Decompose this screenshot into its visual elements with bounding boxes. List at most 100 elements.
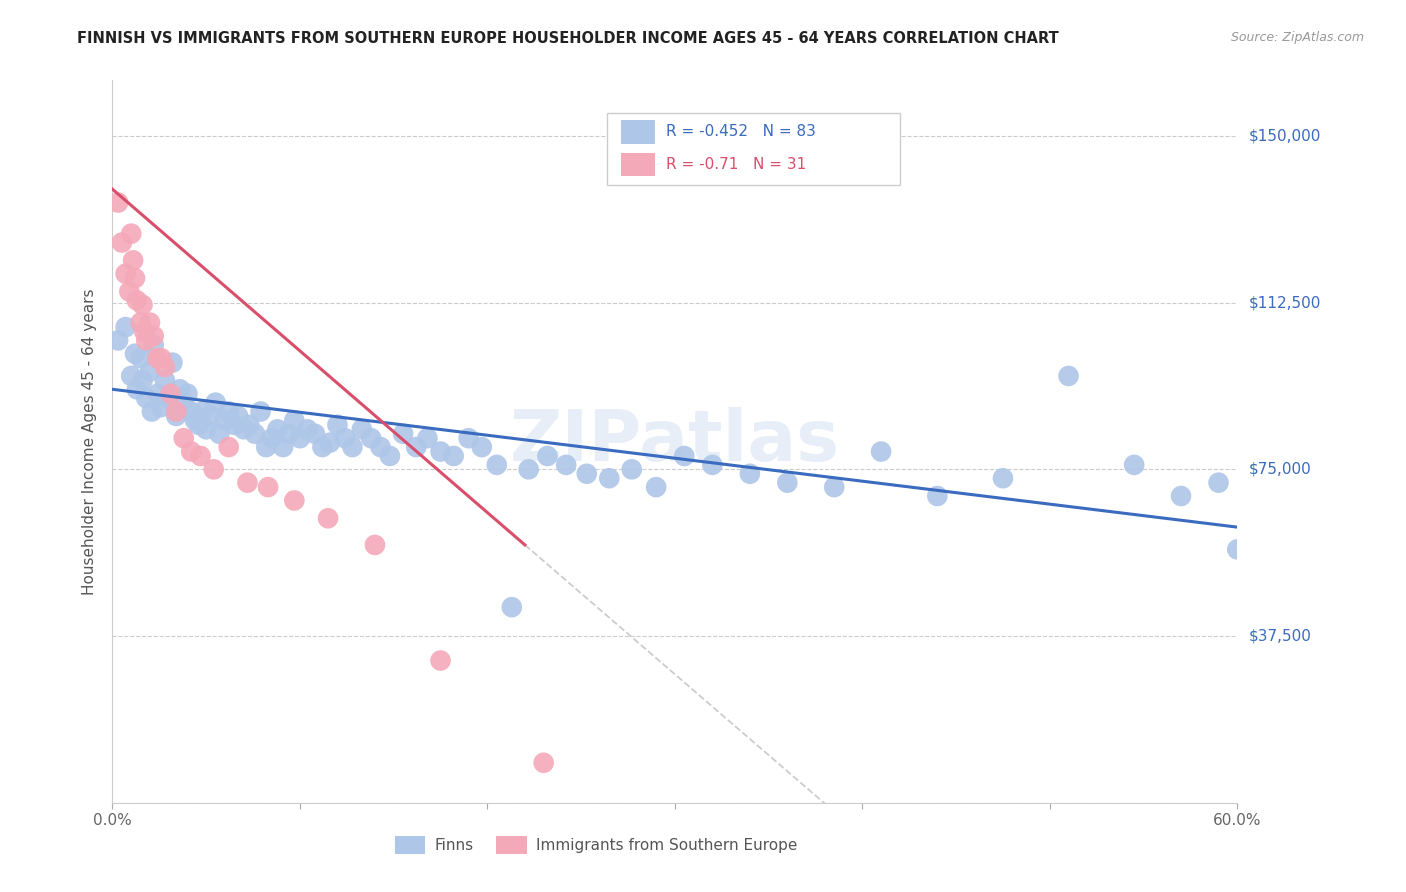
Point <box>159 386 181 401</box>
Point <box>702 458 724 472</box>
Point <box>598 471 620 485</box>
Point <box>673 449 696 463</box>
Point <box>153 360 176 375</box>
Point <box>180 404 202 418</box>
Point <box>471 440 494 454</box>
Point <box>360 431 382 445</box>
Point <box>120 227 142 241</box>
Point <box>150 400 173 414</box>
Point <box>202 462 225 476</box>
Point <box>405 440 427 454</box>
Point <box>165 409 187 423</box>
Point <box>326 417 349 432</box>
Point <box>134 325 156 339</box>
Point <box>297 422 319 436</box>
Point <box>204 395 226 409</box>
Point <box>146 351 169 366</box>
Point <box>131 373 153 387</box>
Point <box>226 409 249 423</box>
Point <box>124 347 146 361</box>
Point <box>304 426 326 441</box>
Point <box>243 426 266 441</box>
Point <box>364 538 387 552</box>
Point <box>378 449 401 463</box>
Point <box>443 449 465 463</box>
Text: $112,500: $112,500 <box>1249 295 1320 310</box>
Point <box>620 462 643 476</box>
Point <box>139 364 162 378</box>
Point <box>195 422 218 436</box>
Text: $75,000: $75,000 <box>1249 462 1312 477</box>
Point <box>416 431 439 445</box>
Point <box>218 440 240 454</box>
Point <box>162 356 184 370</box>
Text: $150,000: $150,000 <box>1249 128 1320 144</box>
Point <box>254 440 277 454</box>
Point <box>501 600 523 615</box>
Point <box>114 267 136 281</box>
Point <box>350 422 373 436</box>
Point <box>370 440 392 454</box>
Text: $37,500: $37,500 <box>1249 629 1312 643</box>
Point <box>135 391 157 405</box>
Point <box>342 440 364 454</box>
Point <box>533 756 555 770</box>
Point <box>991 471 1014 485</box>
Point <box>173 395 195 409</box>
Point <box>150 351 173 366</box>
Point <box>1057 368 1080 383</box>
Point <box>927 489 949 503</box>
Point <box>129 316 152 330</box>
Point <box>173 431 195 445</box>
Point <box>191 404 214 418</box>
Point <box>142 329 165 343</box>
Point <box>157 391 180 405</box>
Point <box>1170 489 1192 503</box>
Point <box>260 431 283 445</box>
Legend: Finns, Immigrants from Southern Europe: Finns, Immigrants from Southern Europe <box>388 830 804 860</box>
Point <box>165 404 187 418</box>
Point <box>176 386 198 401</box>
Point <box>1208 475 1230 490</box>
Point <box>271 440 294 454</box>
Point <box>575 467 598 481</box>
Point <box>1226 542 1249 557</box>
Point <box>485 458 508 472</box>
Point <box>266 422 288 436</box>
Y-axis label: Householder Income Ages 45 - 64 years: Householder Income Ages 45 - 64 years <box>82 288 97 595</box>
Point <box>319 435 342 450</box>
Point <box>187 417 209 432</box>
Point <box>214 413 236 427</box>
Point <box>257 480 280 494</box>
Point <box>288 431 311 445</box>
Text: FINNISH VS IMMIGRANTS FROM SOUTHERN EUROPE HOUSEHOLDER INCOME AGES 45 - 64 YEARS: FINNISH VS IMMIGRANTS FROM SOUTHERN EURO… <box>77 31 1059 46</box>
Point <box>238 417 260 432</box>
Point <box>125 293 148 308</box>
Point <box>153 373 176 387</box>
Point <box>249 404 271 418</box>
Point <box>457 431 479 445</box>
Point <box>198 409 221 423</box>
Point <box>184 413 207 427</box>
Point <box>311 440 333 454</box>
Point <box>208 426 231 441</box>
Point <box>536 449 558 463</box>
Point <box>517 462 540 476</box>
Point <box>283 493 305 508</box>
Point <box>333 431 356 445</box>
Text: ZIPatlas: ZIPatlas <box>510 407 839 476</box>
Point <box>429 444 451 458</box>
Point <box>776 475 799 490</box>
Point <box>142 338 165 352</box>
Point <box>139 316 162 330</box>
Point <box>277 426 299 441</box>
Point <box>316 511 339 525</box>
FancyBboxPatch shape <box>621 120 655 144</box>
Point <box>218 404 240 418</box>
Point <box>135 334 157 348</box>
Point <box>870 444 893 458</box>
FancyBboxPatch shape <box>621 153 655 177</box>
Point <box>146 386 169 401</box>
Point <box>107 334 129 348</box>
Text: R = -0.71   N = 31: R = -0.71 N = 31 <box>666 157 806 172</box>
